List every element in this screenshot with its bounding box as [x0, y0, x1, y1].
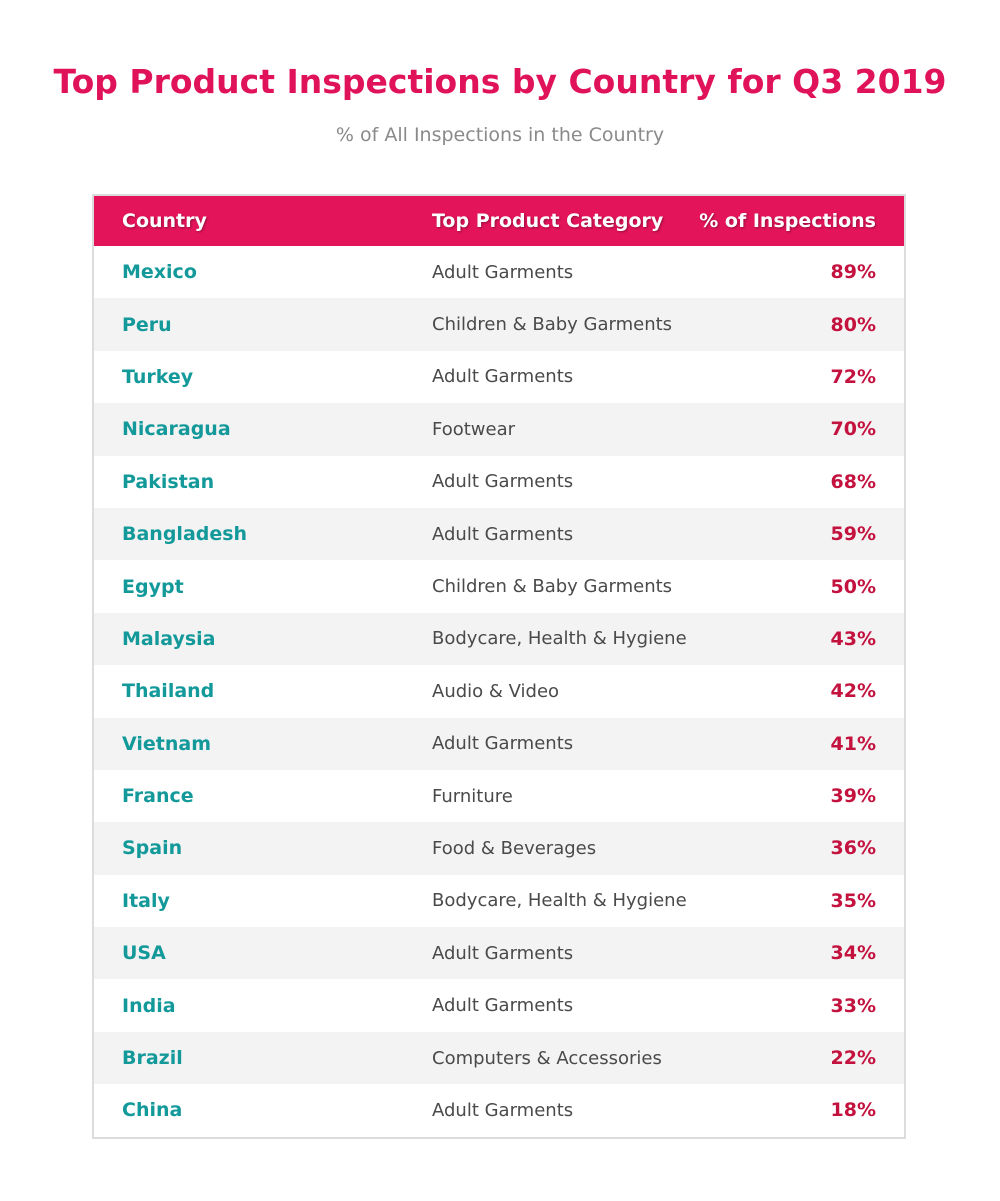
category-cell: Adult Garments — [432, 261, 574, 283]
percent-cell: 72% — [830, 365, 876, 388]
column-header-category: Top Product Category — [432, 210, 664, 232]
inspections-table: Country Top Product Category % of Inspec… — [92, 194, 906, 1139]
category-cell: Adult Garments — [432, 942, 574, 964]
table-row: Mexico Adult Garments 89% — [94, 246, 904, 298]
table-row: Bangladesh Adult Garments 59% — [94, 507, 904, 561]
table-row: Nicaragua Footwear 70% — [94, 403, 904, 456]
country-cell: Egypt — [122, 575, 184, 598]
country-cell: Nicaragua — [122, 418, 231, 441]
percent-cell: 18% — [830, 1099, 876, 1122]
country-cell: Peru — [122, 313, 172, 336]
column-header-percent: % of Inspections — [699, 210, 876, 232]
percent-cell: 35% — [830, 889, 876, 912]
country-cell: Mexico — [122, 261, 197, 284]
percent-cell: 33% — [830, 994, 876, 1017]
country-cell: Brazil — [122, 1047, 183, 1070]
header-row: Country Top Product Category % of Inspec… — [94, 196, 904, 246]
table-row: India Adult Garments 33% — [94, 979, 904, 1031]
category-cell: Adult Garments — [432, 523, 574, 545]
percent-cell: 43% — [830, 627, 876, 650]
percent-cell: 41% — [830, 732, 876, 755]
country-cell: China — [122, 1099, 183, 1122]
category-cell: Food & Beverages — [432, 837, 597, 859]
table-row: USA Adult Garments 34% — [94, 927, 904, 980]
country-cell: India — [122, 994, 176, 1017]
percent-cell: 59% — [830, 523, 876, 546]
table-row: Italy Bodycare, Health & Hygiene 35% — [94, 875, 904, 927]
table-row: Peru Children & Baby Garments 80% — [94, 298, 904, 351]
country-cell: Malaysia — [122, 627, 216, 650]
percent-cell: 39% — [830, 785, 876, 808]
category-cell: Computers & Accessories — [432, 1047, 662, 1069]
table-row: Pakistan Adult Garments 68% — [94, 456, 904, 508]
country-cell: Italy — [122, 889, 170, 912]
category-cell: Bodycare, Health & Hygiene — [432, 890, 687, 912]
table: Country Top Product Category % of Inspec… — [94, 196, 904, 1137]
column-header-country: Country — [122, 210, 207, 232]
category-cell: Adult Garments — [432, 1099, 574, 1121]
country-cell: France — [122, 785, 194, 808]
category-cell: Audio & Video — [432, 680, 560, 702]
country-cell: USA — [122, 942, 166, 965]
category-cell: Adult Garments — [432, 733, 574, 755]
country-cell: Spain — [122, 837, 183, 860]
country-cell: Thailand — [122, 680, 215, 703]
table-row: Brazil Computers & Accessories 22% — [94, 1031, 904, 1085]
table-row: Malaysia Bodycare, Health & Hygiene 43% — [94, 612, 904, 666]
percent-cell: 42% — [830, 680, 876, 703]
chart-title: Top Product Inspections by Country for Q… — [53, 62, 947, 101]
table-row: China Adult Garments 18% — [94, 1084, 904, 1136]
category-cell: Children & Baby Garments — [432, 576, 673, 598]
category-cell: Footwear — [432, 418, 516, 440]
percent-cell: 22% — [830, 1047, 876, 1070]
country-cell: Bangladesh — [122, 523, 248, 546]
country-cell: Pakistan — [122, 470, 215, 493]
category-cell: Adult Garments — [432, 471, 574, 493]
table-row: Egypt Children & Baby Garments 50% — [94, 560, 904, 612]
percent-cell: 36% — [830, 837, 876, 860]
percent-cell: 80% — [830, 313, 876, 336]
category-cell: Furniture — [432, 785, 513, 807]
table-row: Thailand Audio & Video 42% — [94, 665, 904, 717]
table-row: Turkey Adult Garments 72% — [94, 351, 904, 403]
category-cell: Adult Garments — [432, 366, 574, 388]
percent-cell: 34% — [830, 942, 876, 965]
chart-subtitle: % of All Inspections in the Country — [335, 124, 665, 146]
table-body: Mexico Adult Garments 89% Peru Children & Ba… — [94, 246, 904, 1137]
table-row: France Furniture 39% — [94, 770, 904, 822]
percent-cell: 68% — [830, 470, 876, 493]
table-header: Country Top Product Category % of Inspec… — [94, 196, 904, 246]
percent-cell: 50% — [830, 575, 876, 598]
table-row: Vietnam Adult Garments 41% — [94, 717, 904, 770]
country-cell: Turkey — [122, 365, 194, 388]
category-cell: Children & Baby Garments — [432, 314, 673, 336]
category-cell: Adult Garments — [432, 995, 574, 1017]
category-cell: Bodycare, Health & Hygiene — [432, 628, 687, 650]
country-cell: Vietnam — [122, 732, 211, 755]
table-row: Spain Food & Beverages 36% — [94, 822, 904, 875]
percent-cell: 89% — [830, 261, 876, 284]
percent-cell: 70% — [830, 418, 876, 441]
